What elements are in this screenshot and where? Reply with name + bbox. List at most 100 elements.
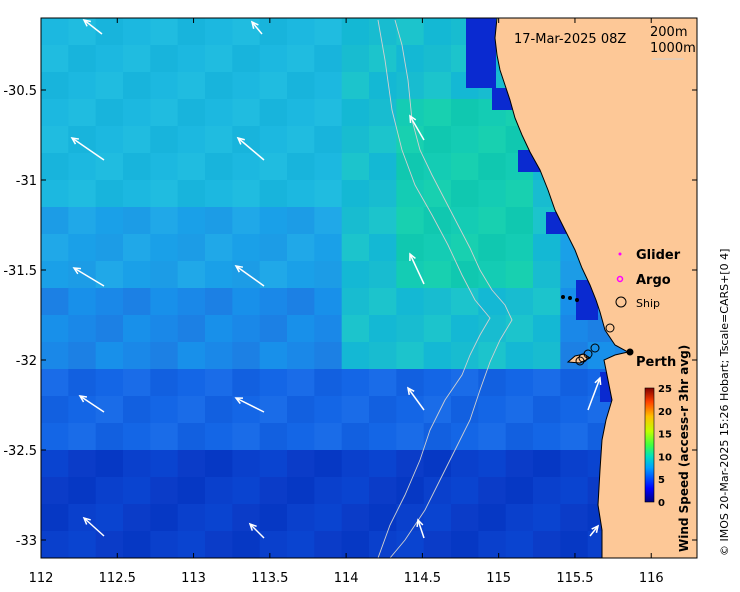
grid-cell <box>423 18 452 46</box>
grid-cell <box>150 288 179 316</box>
grid-cell <box>68 45 97 73</box>
grid-cell <box>314 504 343 532</box>
grid-cell <box>205 315 233 343</box>
grid-cell <box>123 315 151 343</box>
grid-cell <box>259 153 288 181</box>
x-tick-label: 114 <box>334 571 359 586</box>
grid-cell <box>259 234 288 262</box>
grid-cell <box>123 531 151 558</box>
grid-cell <box>396 315 425 343</box>
perth-label: Perth <box>636 355 676 370</box>
grid-cell <box>423 45 452 73</box>
grid-cell <box>259 423 288 451</box>
grid-cell <box>341 180 370 208</box>
grid-cell <box>560 396 589 424</box>
grid-cell <box>396 423 425 451</box>
grid-cell <box>505 288 534 316</box>
wind-arrow <box>587 377 601 411</box>
wind-vectors <box>70 18 602 539</box>
glider-legend-label: Glider <box>636 248 681 263</box>
grid-cell <box>259 315 288 343</box>
grid-cell <box>478 423 507 451</box>
grid-cell <box>423 396 452 424</box>
grid-cell <box>232 261 261 289</box>
wind-arrow <box>249 523 265 539</box>
grid-cell <box>423 180 452 208</box>
grid-cell <box>533 531 561 558</box>
grid-cell <box>287 504 315 532</box>
grid-cell <box>341 126 370 154</box>
grid-cell <box>396 396 425 424</box>
grid-cell <box>259 477 288 505</box>
grid-cell <box>314 288 343 316</box>
grid-cell <box>451 531 479 558</box>
grid-cell <box>177 261 206 289</box>
grid-cell <box>259 99 288 127</box>
grid-cell <box>259 342 288 370</box>
grid-cell <box>259 18 288 46</box>
grid-cell <box>95 477 124 505</box>
grid-cell <box>560 369 589 397</box>
grid-cell <box>68 99 97 127</box>
grid-cell <box>123 369 151 397</box>
grid-cell <box>396 45 425 73</box>
grid-cell <box>150 396 179 424</box>
grid-cell <box>287 396 315 424</box>
x-axis: 112 112.5 113 113.5 114 114.5 115 115.5 116 <box>29 18 664 586</box>
grid-cell <box>68 315 97 343</box>
grid-cell <box>314 234 343 262</box>
grid-cell <box>314 153 343 181</box>
grid-cell <box>423 369 452 397</box>
grid-cell <box>123 234 151 262</box>
grid-cell <box>478 342 507 370</box>
grid-cell <box>177 207 206 235</box>
grid-cell <box>123 180 151 208</box>
grid-cell <box>232 504 261 532</box>
grid-cell <box>177 126 206 154</box>
grid-cell <box>287 342 315 370</box>
grid-cell <box>177 180 206 208</box>
grid-cell <box>287 369 315 397</box>
grid-cell <box>123 72 151 100</box>
argo-marker <box>616 275 624 283</box>
grid-cell <box>314 207 343 235</box>
x-tick-label: 115 <box>486 571 511 586</box>
grid-cell <box>205 72 233 100</box>
grid-cell <box>95 207 124 235</box>
colorbar <box>644 387 655 503</box>
grid-cell <box>150 180 179 208</box>
grid-cell <box>205 369 233 397</box>
grid-cell <box>95 126 124 154</box>
x-tick-label: 113 <box>181 571 206 586</box>
wind-arrow-head <box>236 136 245 145</box>
grid-cell <box>123 477 151 505</box>
grid-cell <box>451 477 479 505</box>
grid-cell <box>68 477 97 505</box>
wind-arrow <box>83 19 103 35</box>
grid-cell <box>41 396 69 424</box>
grid-cell <box>505 531 534 558</box>
grid-cell <box>177 369 206 397</box>
grid-cell <box>341 450 370 478</box>
grid-cell <box>68 531 97 558</box>
grid-cell <box>41 369 69 397</box>
isobath-1000m-label: 1000m <box>650 41 696 56</box>
grid-cell <box>41 288 69 316</box>
grid-cell <box>505 396 534 424</box>
grid-cell <box>150 99 179 127</box>
grid-cell <box>205 261 233 289</box>
y-axis: -30.5 -31 -31.5 -32 -32.5 -33 <box>3 84 697 549</box>
grid-cell <box>232 369 261 397</box>
grid-cell <box>205 45 233 73</box>
y-tick-label: -32 <box>16 354 37 369</box>
grid-cell <box>287 180 315 208</box>
wind-arrow-head <box>594 376 602 386</box>
y-tick-label: -30.5 <box>3 84 37 99</box>
grid-cell <box>177 531 206 558</box>
grid-cell <box>478 504 507 532</box>
grid-cell <box>369 234 397 262</box>
grid-cell <box>533 315 561 343</box>
grid-cell <box>369 450 397 478</box>
grid-cell <box>41 531 69 558</box>
timestamp-label: 17-Mar-2025 08Z <box>514 32 626 47</box>
